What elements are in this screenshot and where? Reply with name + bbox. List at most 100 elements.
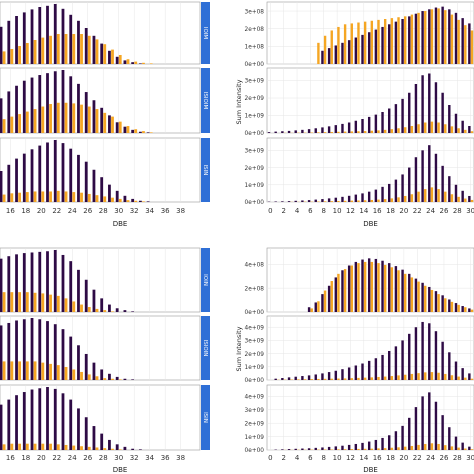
- bar: [374, 189, 378, 202]
- bar: [49, 191, 52, 202]
- facet-strip: [201, 248, 210, 312]
- x-tick-label: 28: [453, 207, 462, 215]
- bar: [401, 98, 404, 133]
- bar: [92, 426, 96, 450]
- bar: [267, 132, 271, 133]
- bar: [61, 143, 65, 202]
- bar: [441, 165, 444, 202]
- bar: [410, 277, 414, 312]
- bar: [317, 301, 320, 312]
- bar: [22, 392, 26, 450]
- bar: [56, 365, 60, 380]
- bar: [350, 200, 353, 202]
- bar: [38, 7, 42, 64]
- bar: [80, 371, 83, 380]
- bar: [15, 320, 18, 380]
- x-tick-label: 18: [386, 207, 395, 215]
- bar: [383, 264, 387, 312]
- bar: [108, 184, 111, 202]
- bar: [87, 193, 91, 202]
- bar: [401, 174, 404, 202]
- bar: [330, 378, 333, 380]
- bar: [377, 130, 380, 133]
- bar: [274, 201, 277, 202]
- bar: [294, 200, 297, 202]
- bar: [461, 18, 464, 65]
- panel-2-3: 0e+00 1e+09 2e+09 3e+09: [245, 137, 474, 206]
- bar: [377, 448, 380, 450]
- bar: [317, 378, 320, 380]
- bar: [383, 376, 387, 380]
- bar: [444, 191, 447, 202]
- x-tick-label: 26: [439, 454, 448, 462]
- bar: [421, 321, 424, 380]
- bar: [87, 307, 91, 312]
- bar: [417, 281, 420, 312]
- bar: [388, 263, 391, 312]
- bar: [314, 128, 317, 133]
- panel-3-2: ISIOIN: [0, 315, 210, 381]
- bar: [448, 299, 451, 312]
- bar: [41, 443, 45, 450]
- bar: [457, 128, 460, 133]
- bar: [457, 196, 460, 202]
- bar: [343, 200, 347, 202]
- bar: [383, 129, 387, 133]
- bar: [468, 126, 471, 133]
- bar: [80, 104, 83, 133]
- bar: [347, 195, 351, 202]
- bar: [10, 116, 14, 133]
- bar: [56, 295, 60, 312]
- bar: [424, 189, 427, 202]
- bar: [281, 378, 284, 380]
- bar: [80, 446, 83, 450]
- bar: [374, 29, 378, 65]
- x-tick-label: 12: [346, 207, 355, 215]
- bar: [7, 164, 11, 202]
- bar: [394, 21, 398, 65]
- bar: [321, 50, 324, 64]
- x-tick-label: 4: [295, 454, 300, 462]
- x-axis-label: DBE: [363, 220, 378, 228]
- bar: [404, 446, 407, 450]
- bar: [118, 449, 122, 450]
- bar: [321, 199, 324, 202]
- bar: [367, 258, 371, 312]
- y-tick-label: 0e+00: [245, 131, 265, 137]
- bar: [294, 448, 297, 450]
- facet-strip: [201, 385, 210, 450]
- bar: [7, 322, 11, 380]
- bar: [347, 444, 351, 450]
- x-tick-label: 20: [399, 207, 408, 215]
- bar: [100, 177, 104, 202]
- bar: [103, 448, 107, 450]
- bar: [434, 82, 438, 133]
- panel-background: [0, 67, 201, 134]
- bar: [15, 395, 18, 450]
- bar: [46, 142, 49, 202]
- bar: [430, 9, 434, 65]
- x-tick-label: 8: [322, 207, 326, 215]
- bar: [149, 63, 153, 64]
- bar: [437, 372, 440, 380]
- bar: [2, 444, 6, 450]
- bar: [381, 354, 384, 380]
- bar: [394, 431, 398, 450]
- bar: [118, 121, 122, 133]
- bar: [337, 131, 340, 133]
- bar: [461, 368, 464, 380]
- bar: [7, 399, 11, 450]
- bar: [448, 427, 451, 450]
- bar: [2, 51, 6, 64]
- bar: [72, 192, 76, 202]
- bar: [64, 191, 68, 202]
- bar: [374, 358, 378, 380]
- x-tick-label: 6: [308, 454, 313, 462]
- bar: [314, 199, 317, 202]
- bar: [437, 443, 440, 450]
- bar: [95, 308, 99, 312]
- bar: [410, 126, 414, 133]
- bar: [388, 435, 391, 450]
- bar: [46, 5, 49, 65]
- x-tick-label: 8: [322, 454, 326, 462]
